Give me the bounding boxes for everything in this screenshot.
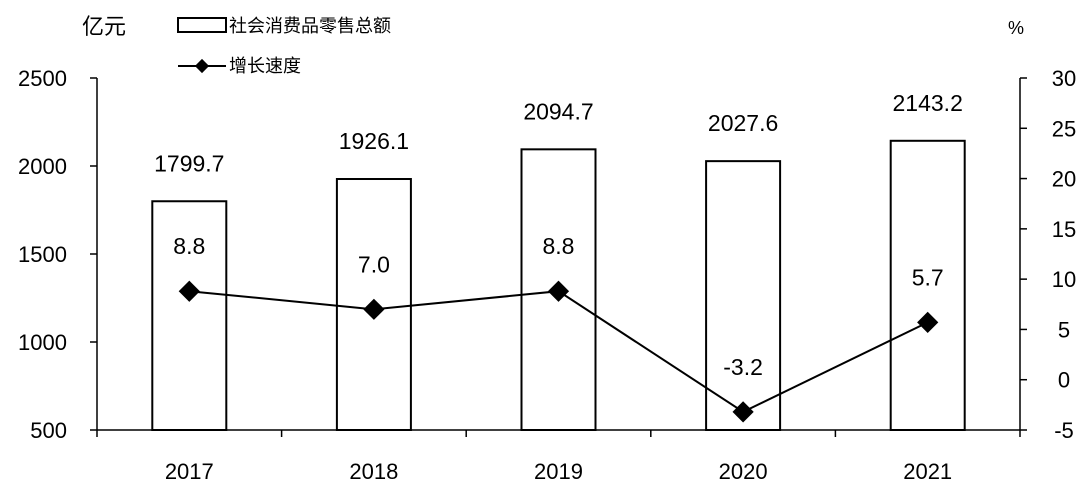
growth-value-label: 8.8 (543, 233, 575, 259)
growth-value-label: 5.7 (912, 264, 944, 290)
x-tick-label: 2019 (534, 459, 583, 484)
growth-value-label: 7.0 (358, 251, 390, 277)
left-ticks: 500 1000 1500 2000 2500 (18, 66, 97, 443)
x-tick-label: 2017 (165, 459, 214, 484)
bar-value-label: 2027.6 (708, 110, 778, 136)
legend-line-marker (194, 58, 210, 74)
right-tick-label: 25 (1052, 116, 1076, 141)
left-tick-label: 1000 (18, 330, 67, 355)
left-tick-label: 1500 (18, 242, 67, 267)
line-labels: 8.8 7.0 8.8 -3.2 5.7 (173, 233, 943, 380)
right-tick-label: 5 (1058, 317, 1070, 342)
bar (151, 200, 228, 431)
right-tick-label: -5 (1054, 418, 1074, 443)
bar-labels: 1799.7 1926.1 2094.7 2027.6 2143.2 (154, 90, 963, 176)
x-ticks: 2017 2018 2019 2020 2021 (96, 430, 1021, 484)
bar (889, 139, 966, 431)
left-axis-unit: 亿元 (82, 14, 126, 39)
legend-bar-swatch (177, 17, 227, 33)
right-tick-label: 0 (1058, 368, 1070, 393)
bar-value-label: 1926.1 (339, 128, 409, 154)
bar (705, 160, 782, 431)
x-tick-label: 2018 (349, 459, 398, 484)
right-ticks: -5 0 5 10 15 20 25 30 (1020, 66, 1076, 443)
legend: 社会消费品零售总额 增长速度 (177, 16, 391, 76)
right-axis-unit: % (1008, 18, 1024, 38)
growth-point-marker (732, 401, 754, 423)
right-tick-label: 15 (1052, 217, 1076, 242)
x-tick-label: 2021 (903, 459, 952, 484)
left-tick-label: 2000 (18, 154, 67, 179)
bar-value-label: 2094.7 (523, 98, 593, 124)
growth-value-label: -3.2 (723, 354, 763, 380)
growth-value-label: 8.8 (173, 233, 205, 259)
x-tick-label: 2020 (719, 459, 768, 484)
legend-line-label: 增长速度 (229, 56, 301, 76)
bar-value-label: 1799.7 (154, 150, 224, 176)
left-tick-label: 2500 (18, 66, 67, 91)
legend-bar-label: 社会消费品零售总额 (229, 16, 391, 36)
left-tick-label: 500 (30, 418, 67, 443)
bar-value-label: 2143.2 (893, 90, 963, 116)
right-tick-label: 30 (1052, 66, 1076, 91)
growth-point-marker (547, 280, 570, 302)
right-tick-label: 20 (1052, 167, 1076, 192)
right-tick-label: 10 (1052, 267, 1076, 292)
growth-point-marker (917, 311, 939, 333)
